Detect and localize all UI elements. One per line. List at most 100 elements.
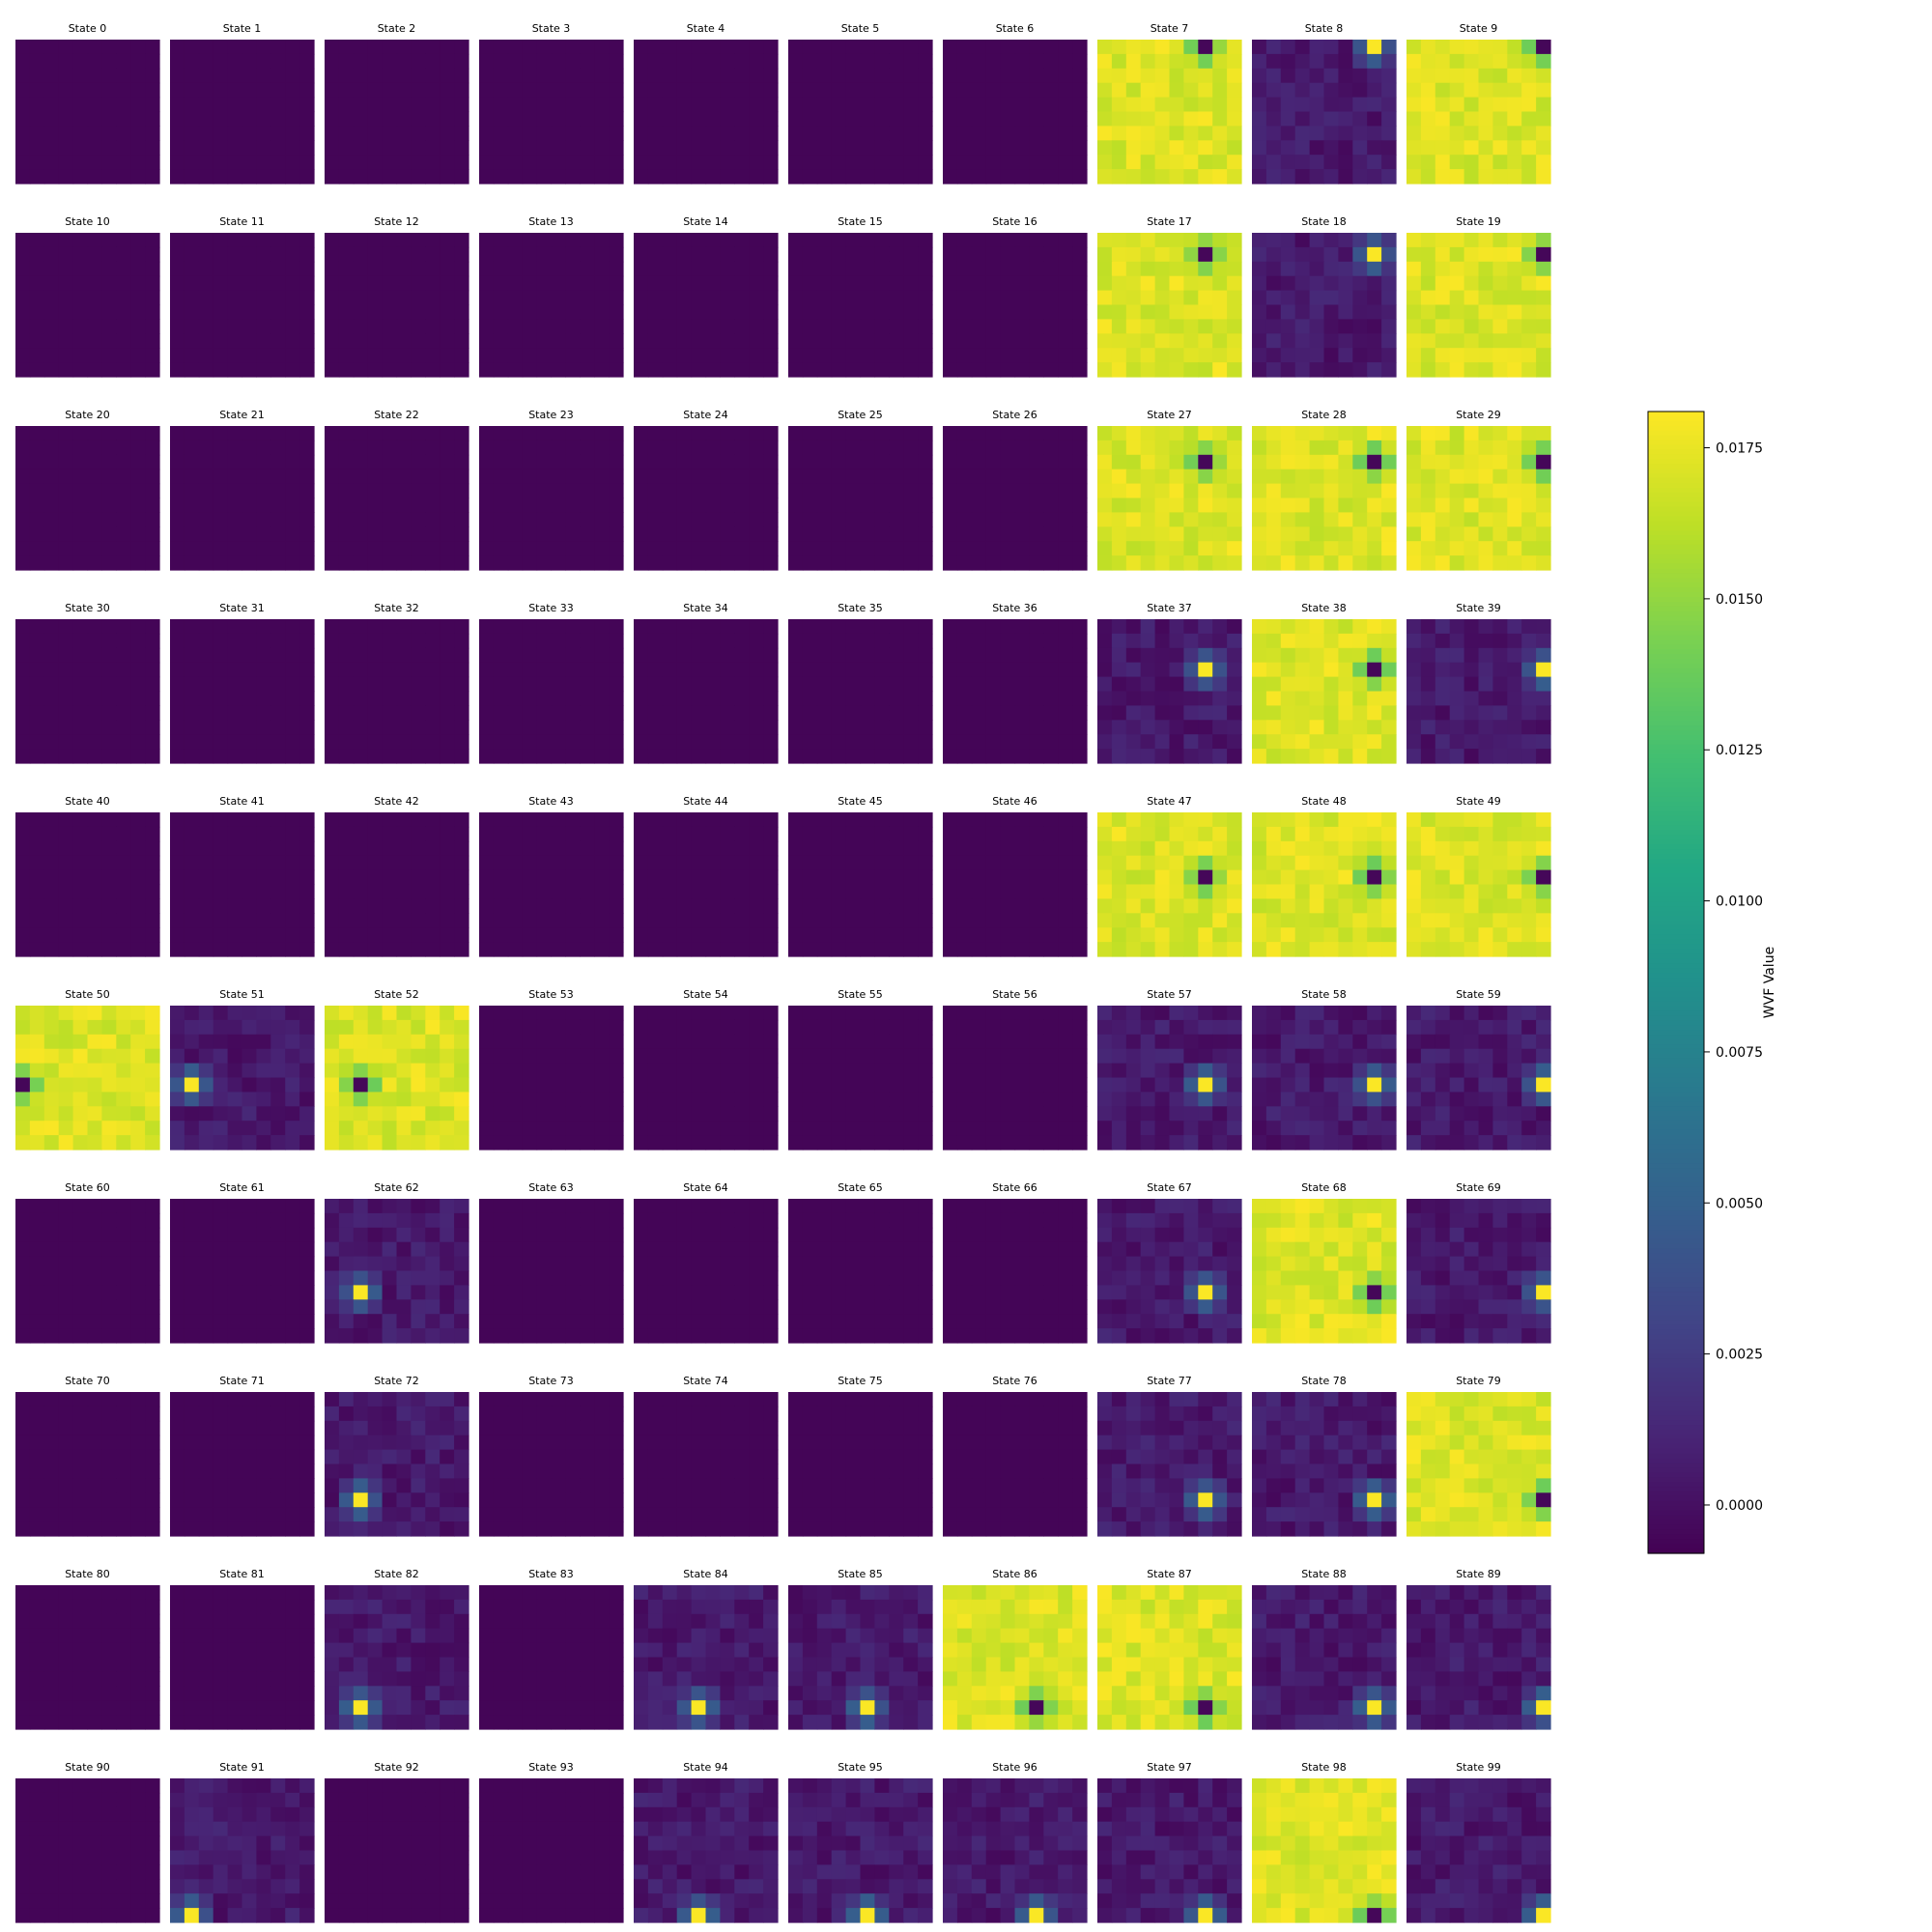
heatmap-cell <box>1294 647 1311 664</box>
heatmap-cell <box>479 927 495 943</box>
heatmap-cell <box>720 261 735 277</box>
heatmap-cell <box>749 169 764 185</box>
heatmap-cell <box>72 734 89 750</box>
heatmap-cell <box>860 749 875 764</box>
heatmap-cell <box>1198 82 1213 99</box>
heatmap-cell <box>1280 469 1296 485</box>
heatmap-cell <box>1309 426 1325 441</box>
heatmap-cell <box>956 290 973 306</box>
heatmap-cell <box>720 304 735 320</box>
heatmap-cell <box>1000 734 1016 750</box>
heatmap-cell <box>1338 942 1353 957</box>
heatmap-cell <box>130 884 146 899</box>
heatmap-cell <box>1406 555 1422 571</box>
heatmap-cell <box>396 826 412 842</box>
heatmap-cell <box>1125 541 1142 556</box>
heatmap-cell <box>749 942 764 957</box>
heatmap-cell <box>1280 40 1296 55</box>
heatmap-cell <box>1463 40 1480 55</box>
heatmap-cell <box>763 233 779 248</box>
heatmap-cell <box>72 362 89 378</box>
heatmap-cell <box>1521 261 1537 277</box>
heatmap-cell <box>1352 512 1368 527</box>
heatmap-cell <box>170 633 185 649</box>
heatmap-cell <box>43 633 60 649</box>
heatmap-cell <box>1058 483 1073 499</box>
heatmap-cell <box>594 913 610 928</box>
heatmap-panel-state-25: State 25 <box>788 409 933 571</box>
heatmap-cell <box>1227 483 1242 499</box>
heatmap-panel-state-4: State 4 <box>634 22 779 185</box>
heatmap-cell <box>860 869 875 886</box>
heatmap-cell <box>425 512 440 527</box>
heatmap-cell <box>551 140 566 156</box>
heatmap-cell <box>101 233 117 248</box>
heatmap-cell <box>1449 97 1465 113</box>
heatmap-cell <box>816 869 833 886</box>
heatmap-cell <box>634 140 649 156</box>
heatmap-cell <box>1111 40 1127 55</box>
heatmap-cell <box>101 246 117 263</box>
heatmap-cell <box>1125 53 1142 70</box>
heatmap-cell <box>816 633 833 649</box>
heatmap-cell <box>1406 619 1422 635</box>
heatmap-cell <box>256 942 271 957</box>
heatmap-cell <box>1125 169 1142 185</box>
heatmap-cell <box>367 647 384 664</box>
heatmap-cell <box>72 691 89 706</box>
heatmap-cell <box>1309 454 1325 470</box>
heatmap-cell <box>242 469 257 485</box>
heatmap-cell <box>971 40 987 55</box>
heatmap-cell <box>845 82 862 99</box>
heatmap-cell <box>1406 68 1422 84</box>
heatmap-cell <box>609 169 624 185</box>
heatmap-cell <box>874 82 890 99</box>
heatmap-cell <box>831 362 847 378</box>
heatmap-cell <box>1169 749 1184 764</box>
heatmap-panel-state-35: State 35 <box>788 602 933 764</box>
heatmap-cell <box>285 647 300 664</box>
heatmap-cell <box>1338 512 1353 527</box>
heatmap-cell <box>1265 927 1282 943</box>
heatmap-cell <box>29 246 45 263</box>
heatmap-cell <box>634 720 649 735</box>
heatmap-cell <box>382 541 398 556</box>
heatmap-cell <box>1125 82 1142 99</box>
heatmap-cell <box>440 927 455 943</box>
heatmap-cell <box>1381 705 1397 721</box>
heatmap-cell <box>720 749 735 764</box>
heatmap-cell <box>634 68 649 84</box>
heatmap-cell <box>522 512 538 527</box>
heatmap-cell <box>367 734 384 750</box>
heatmap-cell <box>705 126 721 141</box>
heatmap-cell <box>1227 454 1242 470</box>
heatmap-cell <box>734 333 750 349</box>
heatmap-cell <box>353 483 369 499</box>
heatmap-cell <box>720 512 735 527</box>
heatmap-cell <box>831 619 847 635</box>
heatmap-cell <box>594 691 610 706</box>
heatmap-cell <box>1000 426 1016 441</box>
heatmap-cell <box>1014 454 1030 470</box>
heatmap-cell <box>101 319 117 334</box>
heatmap-cell <box>676 840 693 857</box>
heatmap-cell <box>647 927 664 943</box>
heatmap-cell <box>325 633 340 649</box>
heatmap-cell <box>816 169 833 185</box>
heatmap-cell <box>1521 555 1537 571</box>
heatmap-cell <box>1125 676 1142 693</box>
heatmap-cell <box>493 884 509 899</box>
heatmap-cell <box>734 97 750 113</box>
heatmap-cell <box>285 362 300 378</box>
heatmap-cell <box>1449 676 1465 693</box>
heatmap-cell <box>353 720 369 735</box>
heatmap-cell <box>43 647 60 664</box>
heatmap-cell <box>1252 111 1267 127</box>
heatmap-cell <box>325 333 340 349</box>
heatmap-cell <box>634 647 649 664</box>
heatmap-cell <box>1169 40 1184 55</box>
heatmap-cell <box>507 734 524 750</box>
heatmap-cell <box>1323 348 1339 363</box>
heatmap-cell <box>256 526 271 542</box>
heatmap-cell <box>43 676 60 693</box>
